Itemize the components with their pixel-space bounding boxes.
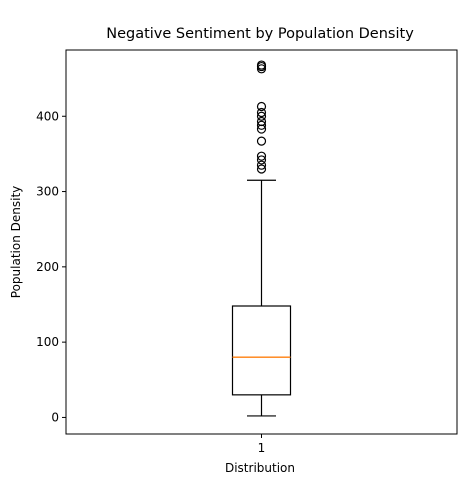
outlier-point	[256, 60, 267, 70]
y-axis: 0 100 200 300 400	[36, 109, 66, 424]
plot-area	[231, 60, 292, 417]
outlier-point	[256, 136, 267, 146]
outlier-point	[256, 160, 267, 170]
outlier-point	[256, 164, 267, 174]
y-axis-label: Population Density	[9, 186, 23, 298]
outlier-point	[256, 120, 267, 130]
y-tick-label: 200	[36, 260, 59, 274]
iqr-box	[231, 305, 292, 396]
outlier-point	[256, 101, 267, 112]
y-tick-label: 0	[51, 410, 59, 424]
x-axis: 1	[258, 434, 266, 455]
y-tick-label: 400	[36, 109, 59, 123]
outlier-point	[256, 151, 267, 161]
y-tick-label: 300	[36, 185, 59, 199]
outlier-point	[256, 116, 267, 127]
x-axis-label: Distribution	[225, 461, 295, 475]
outlier-point	[256, 107, 267, 118]
y-tick-label: 100	[36, 335, 59, 349]
x-tick-label: 1	[258, 441, 266, 455]
outlier-point	[256, 111, 267, 121]
chart-title: Negative Sentiment by Population Density	[106, 26, 414, 42]
outlier-point	[256, 155, 267, 165]
